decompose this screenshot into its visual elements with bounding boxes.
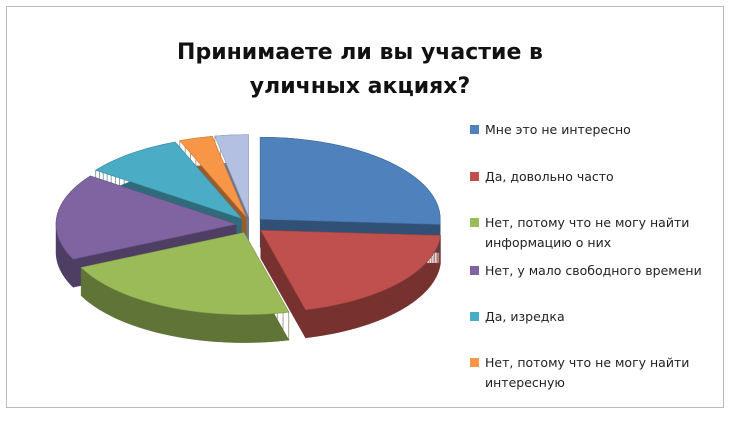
slice xyxy=(179,136,247,218)
legend-label: Нет, потому что не могу найти интересную xyxy=(485,355,690,390)
slice xyxy=(95,141,243,219)
slice xyxy=(214,134,249,217)
legend-swatch xyxy=(470,218,479,227)
legend-label: Да, довольно часто xyxy=(485,169,614,184)
legend-item: Нет, потому что не могу найти интересную xyxy=(470,353,710,393)
legend-swatch xyxy=(470,266,479,275)
legend-item: Мне это не интересно xyxy=(470,120,710,140)
legend-label: Нет, у мало свободного времени xyxy=(485,263,702,278)
legend-swatch xyxy=(470,312,479,321)
legend-label: Нет, потому что не могу найти информацию… xyxy=(485,215,690,250)
legend-swatch xyxy=(470,172,479,181)
chart-frame xyxy=(6,6,724,408)
legend-item: Да, изредка xyxy=(470,307,710,327)
legend-swatch xyxy=(470,358,479,367)
legend-label: Да, изредка xyxy=(485,309,565,324)
legend-item: Да, довольно часто xyxy=(470,167,710,187)
legend-swatch xyxy=(470,125,479,134)
legend-item: Нет, потому что не могу найти информацию… xyxy=(470,213,710,253)
chart-title: Принимаете ли вы участие в уличных акция… xyxy=(177,40,543,99)
slice xyxy=(55,175,238,260)
slice xyxy=(259,136,441,225)
legend-label: Мне это не интересно xyxy=(485,122,631,137)
slice xyxy=(80,232,290,315)
legend-item: Нет, у мало свободного времени xyxy=(470,261,710,281)
slice xyxy=(260,230,441,311)
